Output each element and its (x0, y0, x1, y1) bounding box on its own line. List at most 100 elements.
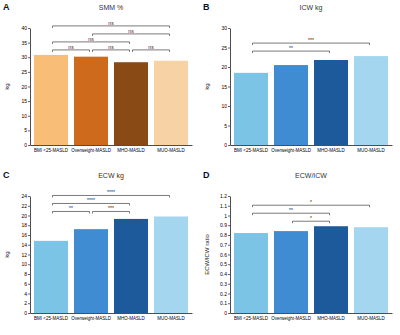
y-tick: 5 (24, 127, 30, 133)
y-tick-label: 6 (24, 281, 27, 287)
bracket (53, 203, 130, 205)
bracket (253, 213, 330, 215)
y-axis-line (230, 197, 231, 314)
panel-title: SMM % (99, 4, 124, 11)
x-tick-label: MHO-MASLD (117, 148, 145, 153)
significance-brackets: nsnsnsnsnsns (53, 20, 170, 52)
x-tick-label: Overweight-MASLD (71, 316, 112, 321)
x-axis: BMI <25-MASLDOverweight-MASLD MHO-MASLD MU… (31, 145, 193, 153)
y-tick-label: 30 (21, 54, 27, 60)
x-tick-label: Overweight-MASLD (71, 148, 112, 153)
y-tick-label: 18 (21, 222, 27, 228)
y-tick-label: 22 (21, 203, 27, 209)
plot-area: 024681012141618202224BMI <25-MASLDOverwe… (21, 189, 192, 321)
significance-label: ** (69, 205, 73, 211)
y-tick-label: 0.2 (220, 291, 227, 297)
bracket (53, 195, 170, 197)
x-tick-label: MUO-MASLD (157, 148, 185, 153)
x-tick-label: MUO-MASLD (157, 316, 185, 321)
x-tick: MHO-MASLD (317, 313, 345, 321)
y-tick-label: 0.3 (220, 281, 227, 287)
y-tick: 10 (221, 103, 230, 109)
y-tick-mark (228, 196, 230, 197)
y-tick-label: 0.1 (220, 300, 227, 306)
x-tick: MHO-MASLD (117, 145, 145, 153)
bar (354, 56, 388, 145)
y-tick-label: 16 (21, 232, 27, 238)
y-tick: 4 (24, 291, 30, 297)
y-tick-label: 35 (21, 40, 27, 46)
y-tick-label: 0.4 (220, 271, 227, 277)
bar (74, 229, 108, 313)
x-tick-label: MUO-MASLD (357, 148, 385, 153)
y-tick: 0 (224, 310, 230, 316)
y-tick-mark (228, 313, 230, 314)
y-tick-mark (28, 43, 30, 44)
y-axis: 051015202530 (221, 25, 230, 148)
y-tick: 18 (21, 222, 30, 228)
y-tick-label: 1 (224, 213, 227, 219)
x-tick: BMI <25-MASLD (34, 313, 69, 321)
significance-label: ns (68, 44, 74, 50)
panel-title: ECW kg (98, 172, 124, 180)
y-tick-label: 4 (24, 291, 27, 297)
significance-label: ns (148, 44, 154, 50)
y-tick-mark (228, 225, 230, 226)
x-tick-label: BMI <25-MASLD (234, 148, 269, 153)
y-tick: 0.7 (220, 242, 230, 248)
bar (314, 226, 348, 313)
bracket (253, 51, 330, 53)
panel: 024681012141618202224BMI <25-MASLDOverwe… (3, 170, 193, 321)
bar (274, 231, 308, 313)
significance-label: * (310, 199, 312, 205)
y-tick-mark (28, 196, 30, 197)
y-tick-mark (28, 264, 30, 265)
y-tick: 0.2 (220, 291, 230, 297)
y-tick-label: 1.1 (220, 203, 227, 209)
y-tick-label: 20 (21, 84, 27, 90)
y-tick-label: 0 (24, 142, 27, 148)
y-tick-mark (228, 264, 230, 265)
x-tick: MUO-MASLD (157, 145, 185, 153)
plot-area: 00.10.20.30.40.50.60.70.80.911.11.2BMI <… (220, 193, 392, 321)
panel: 0510152025303540BMI <25-MASLDOverweight-… (3, 2, 193, 153)
x-tick: Overweight-MASLD (71, 145, 112, 153)
x-tick: MUO-MASLD (357, 313, 385, 321)
x-tick-label: BMI <25-MASLD (34, 148, 69, 153)
x-tick-label: MHO-MASLD (117, 316, 145, 321)
y-tick: 0.3 (220, 281, 230, 287)
y-tick-mark (228, 274, 230, 275)
y-axis-line (30, 197, 31, 314)
y-tick-mark (28, 274, 30, 275)
y-tick: 15 (221, 84, 230, 90)
y-tick: 8 (24, 271, 30, 277)
x-tick-label: MHO-MASLD (317, 148, 345, 153)
y-tick-mark (228, 303, 230, 304)
y-tick-label: 20 (21, 213, 27, 219)
y-tick-mark (28, 235, 30, 236)
y-tick-mark (228, 206, 230, 207)
y-tick-label: 10 (221, 103, 227, 109)
bracket (253, 43, 370, 45)
plot-area: 0510152025303540BMI <25-MASLDOverweight-… (21, 20, 192, 153)
significance-label: **** (87, 197, 95, 203)
y-tick: 0.8 (220, 232, 230, 238)
y-tick-label: 15 (21, 98, 27, 104)
y-tick: 12 (21, 252, 30, 258)
x-tick-label: MUO-MASLD (357, 316, 385, 321)
y-tick: 0.4 (220, 271, 230, 277)
x-axis-line (31, 313, 193, 314)
bars (234, 226, 388, 313)
bar (274, 65, 308, 145)
x-tick-label: BMI <25-MASLD (34, 316, 69, 321)
bracket (93, 50, 130, 52)
panel-label: D (203, 170, 210, 180)
y-axis-line (230, 29, 231, 146)
y-tick-label: 12 (21, 252, 27, 258)
bars (234, 56, 388, 145)
y-tick-mark (28, 313, 30, 314)
y-tick-mark (228, 48, 230, 49)
y-tick: 2 (24, 300, 30, 306)
y-tick-label: 0 (224, 310, 227, 316)
x-tick: BMI <25-MASLD (234, 313, 269, 321)
